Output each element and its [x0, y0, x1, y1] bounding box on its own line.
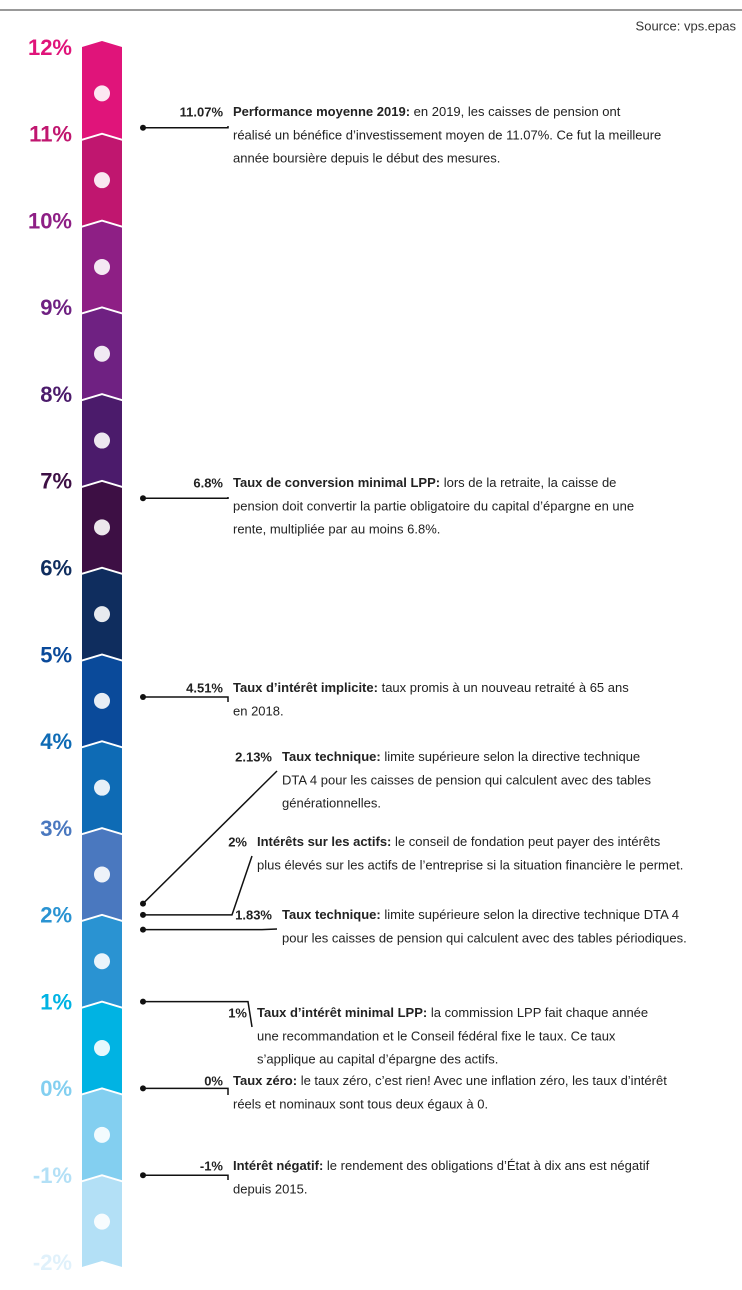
annotation-text: en 2019, les caisses de pension ont [414, 104, 621, 119]
annotation-text: limite supérieure selon la directive tec… [384, 907, 679, 922]
annotation-line: Taux technique: limite supérieure selon … [282, 749, 640, 764]
annotation-title: Intérêt négatif: [233, 1158, 323, 1173]
annotation-text: la commission LPP fait chaque année [431, 1005, 648, 1020]
y-tick-label: 11% [29, 122, 72, 147]
y-tick-label: 6% [40, 556, 72, 581]
leader-line [143, 1087, 229, 1095]
leader-dot [140, 926, 146, 933]
annotation-text: depuis 2015. [233, 1181, 307, 1196]
annotation-title: Taux d’intérêt minimal LPP: [257, 1005, 427, 1020]
leader-line [143, 1174, 229, 1180]
segment-dot [94, 866, 110, 883]
annotation-value: 2% [228, 834, 247, 849]
segment-dot [94, 1213, 110, 1230]
leader-dot [140, 998, 146, 1005]
segment-dot [94, 258, 110, 275]
annotation-title: Taux technique: [282, 907, 381, 922]
annotation-text: le conseil de fondation peut payer des i… [395, 834, 661, 849]
annotation-title: Taux zéro: [233, 1073, 297, 1088]
annotation-text: en 2018. [233, 703, 284, 718]
y-tick-label: 7% [40, 469, 72, 494]
segment-dot [94, 1040, 110, 1057]
leader-dot [140, 911, 146, 918]
leader-dot [140, 124, 146, 131]
segment-dot [94, 172, 110, 189]
leader-line [142, 770, 278, 905]
annotation-value: 0% [204, 1073, 223, 1088]
annotation-line: Taux de conversion minimal LPP: lors de … [233, 475, 616, 490]
y-tick-label: -2% [33, 1250, 72, 1275]
annotation-line: Taux zéro: le taux zéro, c’est rien! Ave… [233, 1073, 667, 1088]
annotation-value: 1% [228, 1005, 247, 1020]
annotation-text: limite supérieure selon la directive tec… [384, 749, 640, 764]
annotation-text: réels et nominaux sont tous deux égaux à… [233, 1096, 488, 1111]
y-tick-label: 2% [40, 903, 72, 928]
y-tick-label: 9% [40, 295, 72, 320]
segment-dot [94, 519, 110, 536]
y-tick-label: 0% [40, 1076, 72, 1101]
annotation-value: -1% [200, 1158, 224, 1173]
annotation-title: Taux d’intérêt implicite: [233, 680, 378, 695]
annotation-line: Taux d’intérêt implicite: taux promis à … [233, 680, 629, 695]
annotation-text: réalisé un bénéfice d’investissement moy… [233, 127, 661, 142]
annotation-line: Taux technique: limite supérieure selon … [282, 907, 679, 922]
segment-dot [94, 953, 110, 970]
y-tick-label: 8% [40, 382, 72, 407]
annotation-value: 11.07% [180, 104, 224, 119]
annotation-text: année boursière depuis le début des mesu… [233, 150, 500, 165]
leader-line [143, 928, 278, 931]
leader-dot [140, 694, 146, 701]
annotation-text: lors de la retraite, la caisse de [444, 475, 617, 490]
y-tick-label: 12% [28, 35, 72, 60]
annotation-text: le rendement des obligations d’État à di… [327, 1158, 650, 1173]
segment-dot [94, 345, 110, 362]
annotation-value: 4.51% [186, 680, 223, 695]
annotation-text: rente, multipliée par au moins 6.8%. [233, 521, 440, 536]
y-tick-label: 4% [40, 729, 72, 754]
annotation-text: plus élevés sur les actifs de l’entrepri… [257, 857, 683, 872]
segment-dot [94, 85, 110, 102]
annotation-title: Taux de conversion minimal LPP: [233, 475, 440, 490]
leader-line [143, 497, 229, 500]
annotation-text: générationnelles. [282, 795, 381, 810]
annotation-line: Intérêts sur les actifs: le conseil de f… [257, 834, 661, 849]
annotation-line: Taux d’intérêt minimal LPP: la commissio… [257, 1005, 648, 1020]
y-tick-label: 1% [40, 989, 72, 1014]
leader-dot [140, 495, 146, 502]
annotation-line: Performance moyenne 2019: en 2019, les c… [233, 104, 621, 119]
leader-line [143, 855, 253, 916]
leader-line [143, 696, 229, 702]
segment-dot [94, 779, 110, 796]
y-tick-label: -1% [33, 1163, 72, 1188]
annotation-text: taux promis à un nouveau retraité à 65 a… [382, 680, 630, 695]
leader-line [143, 126, 229, 129]
leader-dot [140, 900, 146, 907]
y-tick-label: 5% [40, 642, 72, 667]
y-tick-label: 3% [40, 816, 72, 841]
source: Source: vps.epas [636, 18, 737, 33]
segment-dot [94, 1126, 110, 1143]
annotation-value: 2.13% [235, 749, 272, 764]
annotation-text: une recommandation et le Conseil fédéral… [257, 1028, 616, 1043]
annotation-value: 1.83% [235, 907, 272, 922]
segment-dot [94, 692, 110, 709]
segment-dot [94, 432, 110, 449]
leader-dot [140, 1172, 146, 1179]
annotation-text: s’applique au capital d’épargne des acti… [257, 1051, 498, 1066]
annotation-text: pour les caisses de pension qui calculen… [282, 930, 687, 945]
segment-dot [94, 606, 110, 623]
y-tick-label: 10% [28, 208, 72, 233]
leader-dot [140, 1085, 146, 1092]
leader-line [143, 1000, 253, 1028]
annotation-text: le taux zéro, c’est rien! Avec une infla… [301, 1073, 668, 1088]
annotation-text: DTA 4 pour les caisses de pension qui ca… [282, 772, 652, 787]
annotation-text: pension doit convertir la partie obligat… [233, 498, 634, 513]
annotation-value: 6.8% [193, 475, 223, 490]
annotation-line: Intérêt négatif: le rendement des obliga… [233, 1158, 650, 1173]
annotation-title: Intérêts sur les actifs: [257, 834, 391, 849]
annotation-title: Taux technique: [282, 749, 381, 764]
annotation-title: Performance moyenne 2019: [233, 104, 410, 119]
